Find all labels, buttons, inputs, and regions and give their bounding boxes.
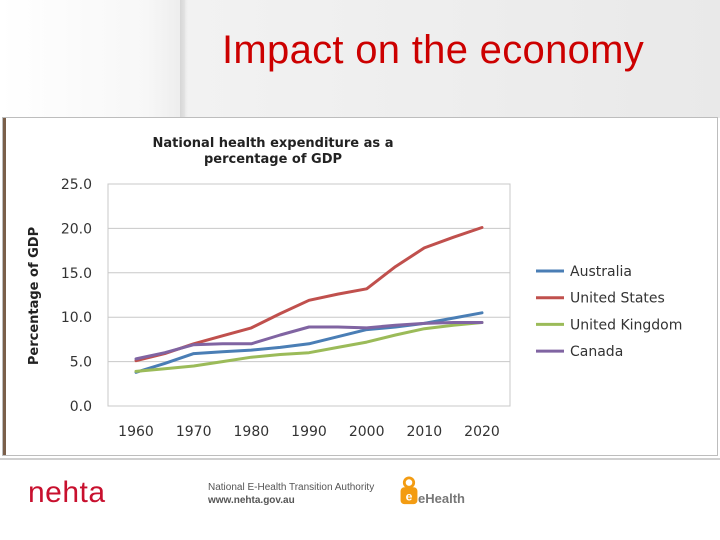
y-tick-label: 20.0 (61, 221, 92, 237)
series-line-united-kingdom (134, 321, 484, 373)
y-tick-label: 5.0 (70, 355, 92, 371)
y-tick-label: 10.0 (61, 310, 92, 326)
legend-label: Australia (570, 264, 632, 280)
plot-area (107, 183, 511, 407)
chart-title-line: percentage of GDP (204, 152, 342, 167)
x-tick-label: 2000 (349, 424, 385, 440)
slide-header-left-panel (0, 0, 185, 118)
chart-frame (2, 117, 718, 456)
legend-label: United States (570, 291, 665, 307)
chart-title-line: National health expenditure as a (153, 136, 394, 151)
x-tick-label: 1970 (176, 424, 212, 440)
ehealth-logo-icon: e (400, 476, 418, 505)
authority-block: National E-Health Transition Authority w… (208, 481, 374, 507)
nehta-logo[interactable]: nehta (28, 476, 106, 509)
y-axis-label: Percentage of GDP (27, 227, 42, 365)
legend-label: Canada (570, 344, 623, 360)
x-tick-label: 1990 (291, 424, 327, 440)
authority-name: National E-Health Transition Authority (208, 482, 375, 493)
authority-url[interactable]: www.nehta.gov.au (208, 495, 295, 506)
slide-header-divider (180, 0, 188, 118)
series-line-canada (134, 321, 484, 361)
line-chart: National health expenditure as apercenta… (27, 136, 682, 440)
series-line-united-states (134, 226, 484, 363)
y-tick-label: 0.0 (70, 399, 92, 415)
chart-frame-left-edge (3, 118, 6, 455)
ehealth-label: eHealth (418, 491, 465, 506)
slide-title: Impact on the economy (222, 28, 645, 72)
x-tick-label: 1960 (118, 424, 154, 440)
footer-divider (0, 458, 720, 460)
svg-text:e: e (406, 489, 413, 503)
x-tick-label: 1980 (234, 424, 270, 440)
x-tick-label: 2010 (407, 424, 443, 440)
y-tick-label: 15.0 (61, 266, 92, 282)
x-tick-label: 2020 (464, 424, 500, 440)
legend-label: United Kingdom (570, 317, 682, 333)
y-tick-label: 25.0 (61, 177, 92, 193)
